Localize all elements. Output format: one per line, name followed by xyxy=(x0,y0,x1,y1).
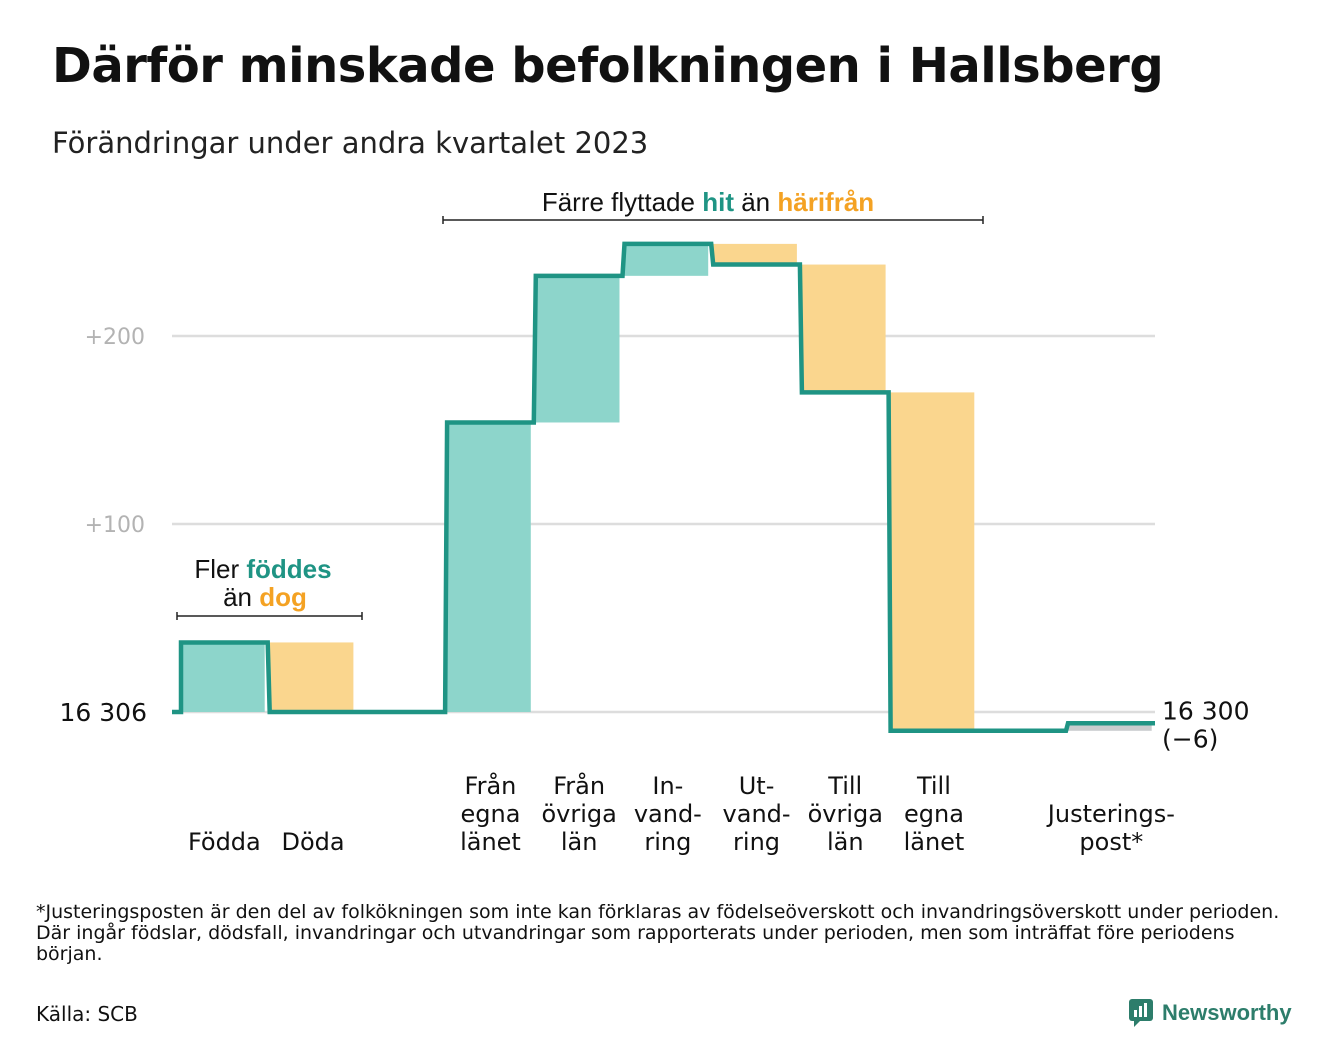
category-label: ring xyxy=(644,828,691,856)
bars xyxy=(180,243,1152,731)
category-label: län xyxy=(561,828,598,856)
category-label: Till xyxy=(827,772,862,800)
annotation-text: Färre flyttade xyxy=(542,187,702,217)
annotation-text: än xyxy=(223,582,259,612)
births-annotation-line2: än dog xyxy=(223,582,307,612)
waterfall-bar xyxy=(889,392,975,731)
y-tick-label: +200 xyxy=(85,325,145,350)
category-label: vand- xyxy=(723,800,791,828)
category-label: Justerings- xyxy=(1046,800,1175,828)
waterfall-bar xyxy=(534,275,620,423)
category-label: länet xyxy=(904,828,965,856)
category-label: Från xyxy=(553,771,605,800)
category-label: övriga xyxy=(808,800,883,828)
waterfall-bar xyxy=(1067,723,1152,731)
y-tick-label: +100 xyxy=(85,513,145,538)
annotation-highlight: dog xyxy=(259,582,307,612)
chart-title: Därför minskade befolkningen i Hallsberg xyxy=(52,38,1164,94)
waterfall-chart: +100+200 Födda DödaFrånegnalänetFrånövrig… xyxy=(60,187,1250,856)
step-line xyxy=(172,241,1155,734)
brand-logo: Newsworthy xyxy=(1128,998,1292,1028)
category-label: länet xyxy=(460,828,521,856)
annotation-text: Fler xyxy=(194,554,246,584)
source-label: Källa: SCB xyxy=(36,1002,138,1026)
category-label: In- xyxy=(652,772,683,800)
waterfall-bar xyxy=(446,422,531,712)
category-label: egna xyxy=(904,800,964,828)
waterfall-bar xyxy=(268,642,354,712)
category-label: Döda xyxy=(281,828,344,856)
waterfall-bar xyxy=(712,243,797,265)
waterfall-bar xyxy=(623,243,709,276)
category-label: vand- xyxy=(634,800,702,828)
category-label: egna xyxy=(460,800,520,828)
annotation-text: än xyxy=(734,187,777,217)
category-label: Från xyxy=(465,771,517,800)
category-label: Födda xyxy=(188,828,261,856)
end-value-label: 16 300 xyxy=(1162,696,1249,725)
category-labels: Födda DödaFrånegnalänetFrånövrigalänIn-va… xyxy=(60,696,1250,856)
category-label: län xyxy=(827,828,864,856)
category-label: post* xyxy=(1079,828,1143,856)
annotation-highlight: hit xyxy=(702,187,734,217)
footnote: *Justeringsposten är den del av folkökni… xyxy=(36,901,1280,965)
births-annotation-line1: Fler föddes xyxy=(194,554,331,584)
chart-subtitle: Förändringar under andra kvartalet 2023 xyxy=(52,126,649,160)
category-label: Till xyxy=(916,772,951,800)
category-label: övriga xyxy=(541,800,616,828)
waterfall-bar xyxy=(180,642,265,712)
migration-annotation: Färre flyttade hit än härifrån xyxy=(542,187,874,217)
category-label: ring xyxy=(733,828,780,856)
annotation-highlight: föddes xyxy=(246,554,331,584)
brand-name: Newsworthy xyxy=(1162,1000,1292,1025)
waterfall-bar xyxy=(800,264,886,393)
category-label: Ut- xyxy=(739,772,775,800)
start-value-label: 16 306 xyxy=(60,698,147,727)
end-change-label: (−6) xyxy=(1162,724,1218,753)
cumulative-step-line xyxy=(172,241,1155,734)
annotation-highlight: härifrån xyxy=(777,187,874,217)
newsworthy-logo-icon xyxy=(1129,999,1153,1027)
